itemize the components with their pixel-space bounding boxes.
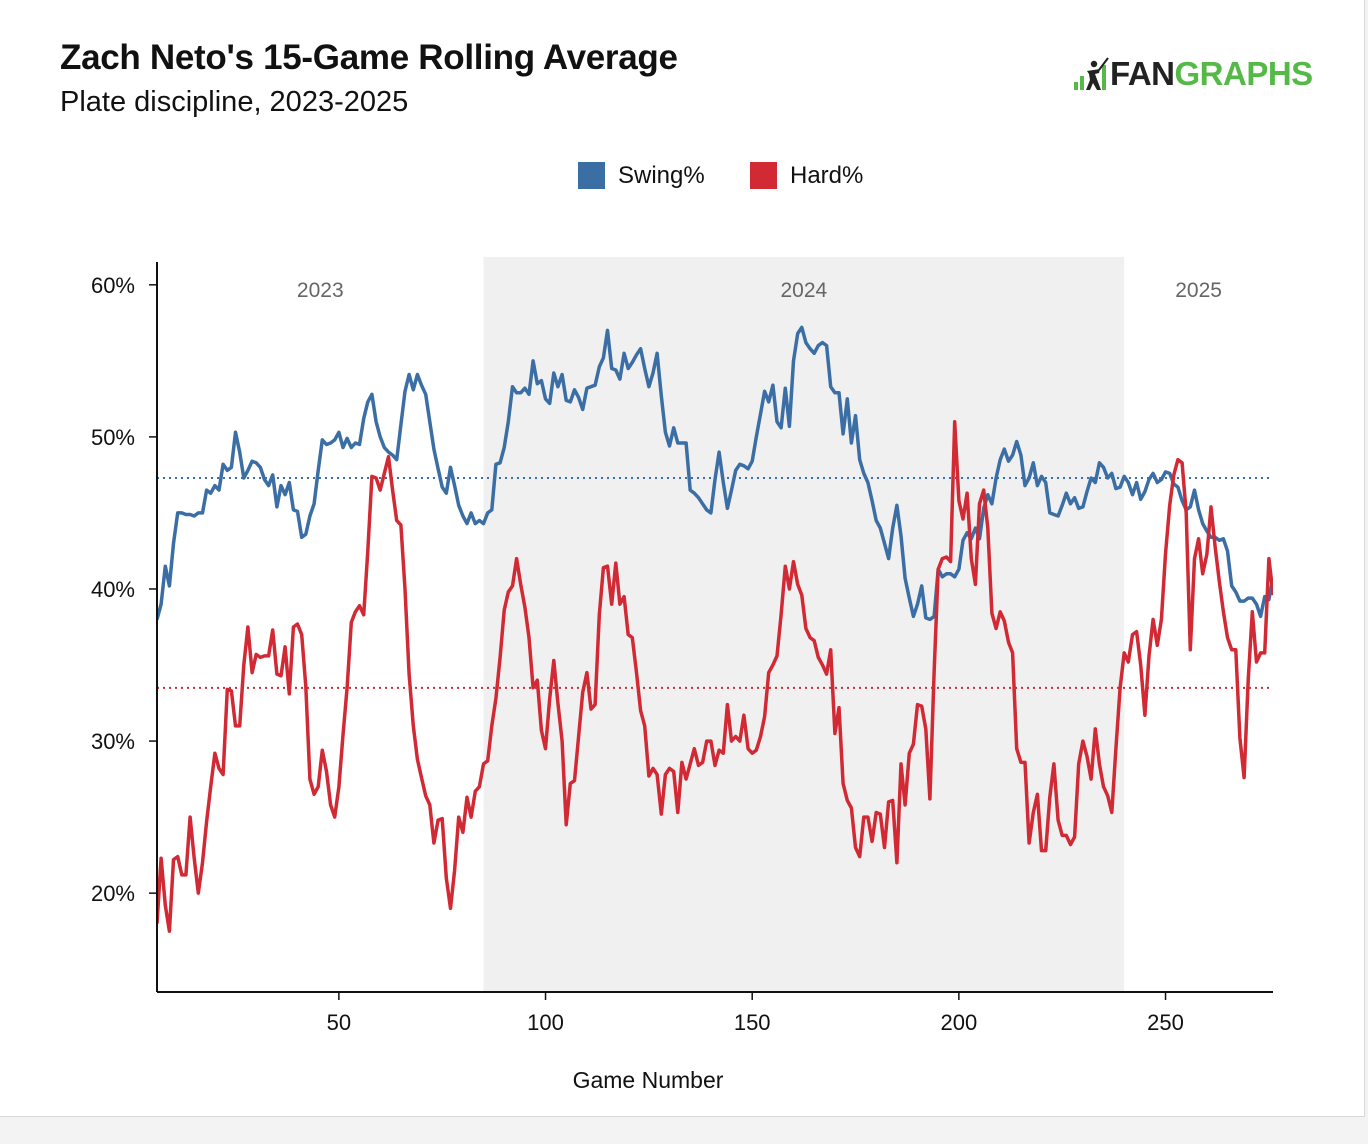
legend-label-swing: Swing%	[618, 162, 705, 189]
season-label-2025: 2025	[1175, 279, 1222, 302]
x-tick-label: 100	[527, 1010, 564, 1035]
axes: 20% 30% 40% 50% 60% 50 100 150 200 250 Game Number	[91, 262, 1273, 1093]
chart-title: Zach Neto's 15-Game Rolling Average	[60, 38, 678, 77]
legend-swatch-swing	[578, 162, 605, 189]
y-tick-label: 40%	[91, 577, 135, 602]
x-tick-label: 250	[1147, 1010, 1184, 1035]
fangraphs-wordmark: FANGRAPHS	[1110, 55, 1313, 93]
y-tick-label: 50%	[91, 425, 135, 450]
series-line-swing	[157, 325, 1273, 622]
y-tick-label: 20%	[91, 881, 135, 906]
legend: Swing% Hard%	[578, 162, 863, 189]
rolling-average-chart: 2023 2024 2025 20%30%40%50%60%50 100 150 200 2…	[91, 162, 1273, 1093]
season-label-2023: 2023	[297, 279, 344, 302]
chart-card: Zach Neto's 15-Game Rolling Average Plat…	[0, 0, 1365, 1117]
season-labels: 2023 2024 2025	[297, 279, 1222, 302]
series-lines	[157, 325, 1273, 933]
series-line-hard	[157, 419, 1273, 933]
x-tick-label: 50	[327, 1010, 351, 1035]
x-tick-label: 150	[734, 1010, 771, 1035]
fangraphs-logo: FANGRAPHS	[1072, 54, 1313, 94]
logo-graphs-text: GRAPHS	[1174, 55, 1314, 92]
x-tick-label: 200	[941, 1010, 978, 1035]
chart-subtitle: Plate discipline, 2023-2025	[60, 86, 409, 118]
y-tick-label: 30%	[91, 729, 135, 754]
x-axis-title: Game Number	[573, 1067, 724, 1093]
season-label-2024: 2024	[781, 279, 828, 302]
legend-swatch-hard	[750, 162, 777, 189]
legend-label-hard: Hard%	[790, 162, 863, 189]
batter-logo-icon	[1074, 57, 1109, 90]
y-tick-label: 60%	[91, 273, 135, 298]
logo-fan-text: FAN	[1110, 55, 1175, 92]
